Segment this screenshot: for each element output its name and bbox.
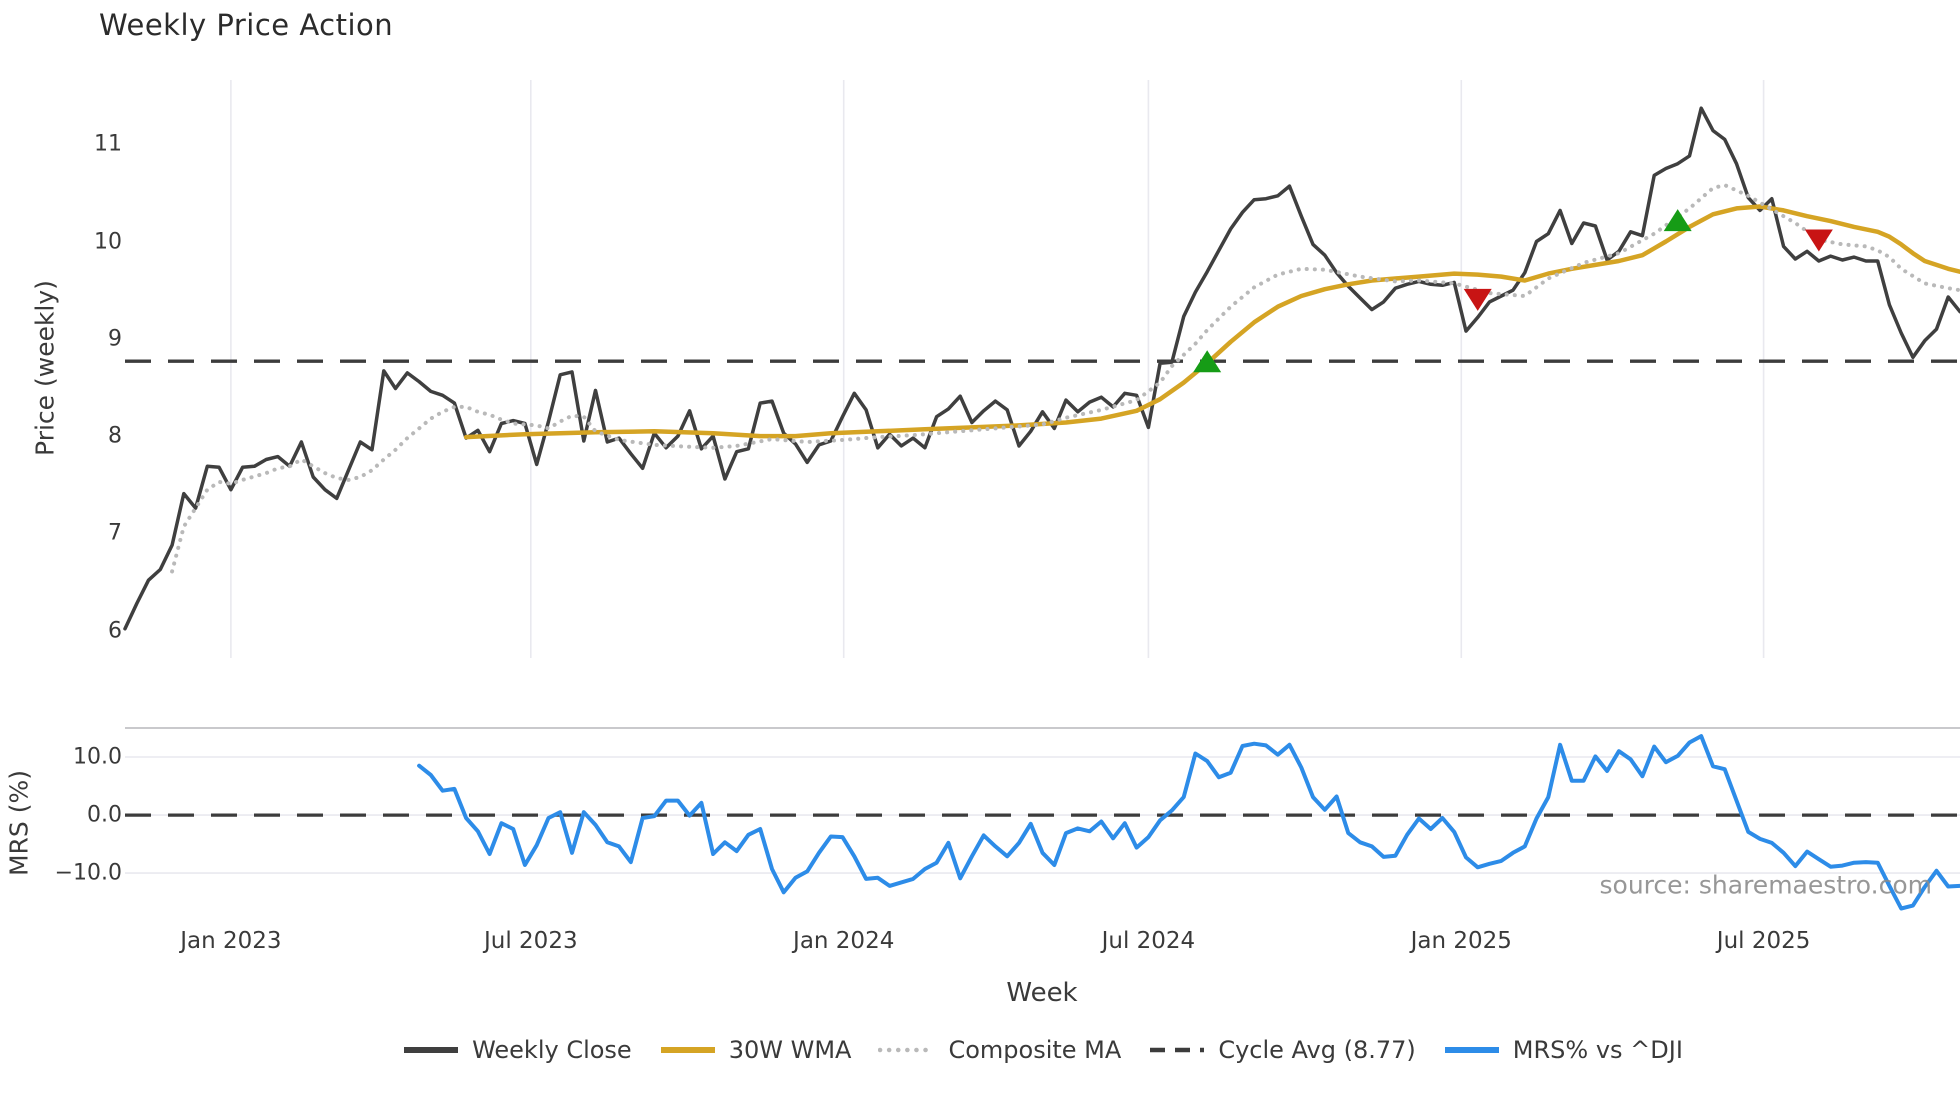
buy-signal-marker bbox=[1193, 350, 1222, 373]
price-ytick-label: 6 bbox=[108, 618, 122, 644]
series-weekly-close bbox=[123, 106, 1960, 631]
price-ytick-label: 9 bbox=[108, 326, 122, 352]
price-ytick-label: 7 bbox=[108, 520, 122, 546]
series-composite-ma bbox=[170, 183, 1960, 574]
x-tick-label: Jan 2024 bbox=[793, 928, 895, 954]
legend-label: Composite MA bbox=[948, 1036, 1122, 1064]
x-tick-label: Jul 2024 bbox=[1101, 928, 1196, 954]
legend-label: Weekly Close bbox=[472, 1036, 632, 1064]
page-title: Weekly Price Action bbox=[99, 8, 394, 42]
buy-signal-marker bbox=[1663, 209, 1692, 232]
source-credit: source: sharemaestro.com bbox=[1599, 870, 1933, 900]
legend-label: MRS% vs ^DJI bbox=[1512, 1036, 1683, 1064]
mrs-ytick-label: 10.0 bbox=[73, 744, 122, 770]
series-30w-wma bbox=[463, 204, 1960, 440]
price-ytick-label: 11 bbox=[94, 131, 122, 157]
legend: Weekly Close 30W WMA Composite MA Cycle Avg… bbox=[125, 1036, 1960, 1064]
legend-item-weekly-close: Weekly Close bbox=[402, 1036, 632, 1064]
mrs-ytick-label: 0.0 bbox=[87, 802, 122, 828]
legend-swatch-solid bbox=[404, 1047, 459, 1053]
legend-swatch-dotted bbox=[878, 1047, 937, 1053]
legend-label: 30W WMA bbox=[728, 1036, 852, 1064]
sell-signal-marker bbox=[1804, 229, 1833, 252]
x-tick-label: Jan 2025 bbox=[1410, 928, 1512, 954]
legend-swatch-solid bbox=[1444, 1047, 1499, 1053]
legend-item-composite-ma: Composite MA bbox=[878, 1036, 1121, 1064]
x-axis-title: Week bbox=[1006, 978, 1078, 1008]
series-mrs bbox=[417, 734, 1960, 911]
legend-swatch-dashed bbox=[1150, 1047, 1205, 1053]
legend-item-mrs-vs-dji: MRS% vs ^DJI bbox=[1443, 1036, 1683, 1064]
legend-item-cycle-avg-8-77-: Cycle Avg (8.77) bbox=[1148, 1036, 1416, 1064]
x-tick-label: Jul 2025 bbox=[1716, 928, 1811, 954]
sell-signal-marker bbox=[1463, 288, 1492, 311]
price-ytick-label: 8 bbox=[108, 423, 122, 449]
price-ytick-label: 10 bbox=[94, 229, 122, 254]
x-tick-label: Jul 2023 bbox=[483, 928, 578, 954]
legend-item-30w-wma: 30W WMA bbox=[659, 1036, 852, 1064]
legend-swatch-solid bbox=[660, 1047, 715, 1053]
mrs-ytick-label: −10.0 bbox=[54, 860, 122, 886]
legend-label: Cycle Avg (8.77) bbox=[1218, 1036, 1416, 1064]
x-tick-label: Jan 2023 bbox=[180, 928, 282, 954]
